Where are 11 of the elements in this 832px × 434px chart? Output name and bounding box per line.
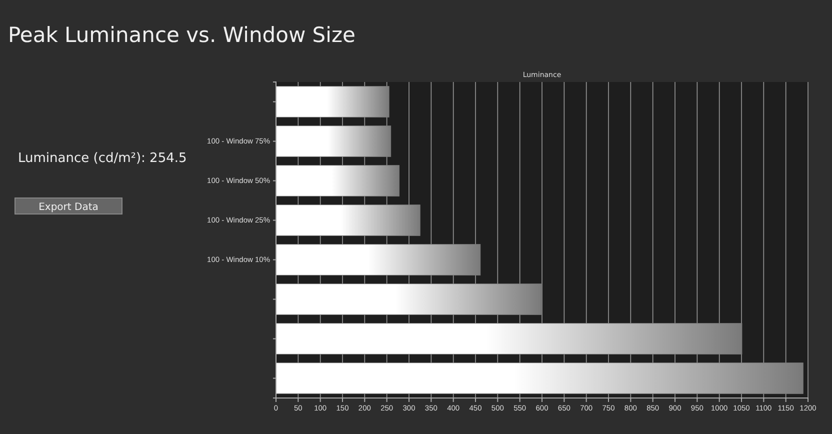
bar	[276, 204, 420, 236]
bar	[276, 165, 400, 196]
bar	[276, 244, 481, 276]
bar	[276, 126, 392, 157]
text: Luminance (cd/m²): 254.5	[18, 151, 187, 166]
bar	[276, 323, 742, 354]
bar	[276, 86, 390, 118]
bar	[276, 284, 542, 315]
export-button: Export Data	[14, 198, 122, 214]
chart-title: Peak Luminance vs. Window Size	[8, 23, 356, 47]
bar	[276, 362, 804, 394]
